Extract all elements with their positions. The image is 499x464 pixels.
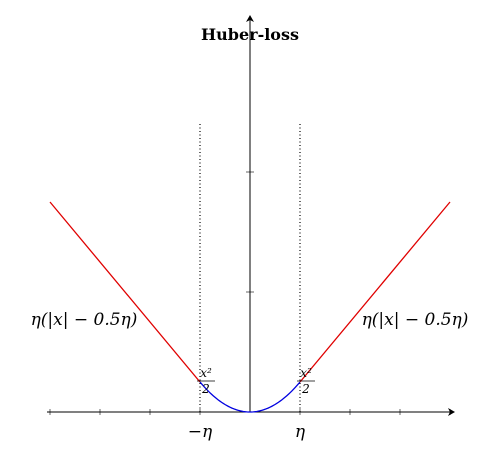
quadratic-denominator: 2 (301, 382, 310, 396)
quadratic-numerator: x² (200, 366, 212, 380)
quadratic-numerator: x² (300, 366, 312, 380)
right-formula-label: η(|x| − 0.5η) (362, 310, 469, 330)
loss-curves (49, 201, 451, 413)
quadratic-denominator: 2 (201, 382, 210, 396)
series-line-quadratic (199, 381, 301, 413)
left-formula-label: η(|x| − 0.5η) (31, 310, 138, 330)
x-tick-label: −η (188, 422, 213, 442)
x-tick-label: η (295, 422, 306, 442)
series-line-right-linear (299, 201, 451, 383)
axes (47, 15, 455, 416)
series-line-left-linear (49, 201, 201, 383)
eta-guide-lines (199, 124, 301, 412)
chart-labels: −η η η(|x| − 0.5η) η(|x| − 0.5η) x² 2 x² 2 (31, 310, 469, 442)
